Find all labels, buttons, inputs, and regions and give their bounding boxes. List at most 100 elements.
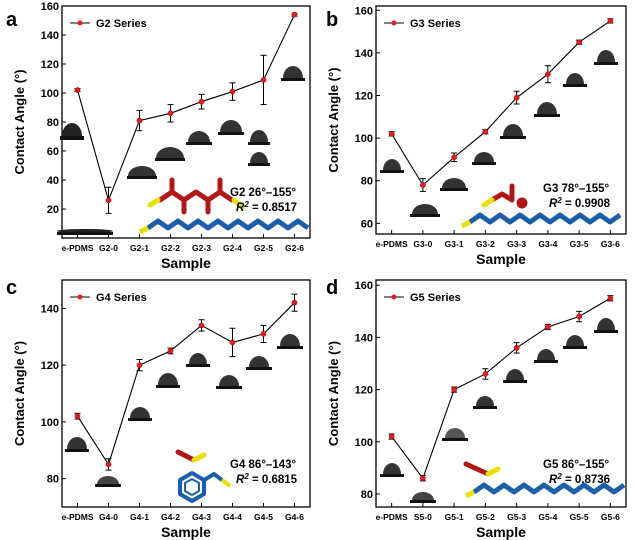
y-axis-label: Contact Angle (°) — [326, 341, 341, 446]
r2-value: = 0.6815 — [249, 474, 298, 486]
legend-marker — [391, 20, 397, 26]
data-point — [198, 98, 205, 105]
y-tick-label: 140 — [41, 303, 59, 315]
r2-value: = 0.9908 — [562, 198, 611, 210]
droplet-image — [442, 428, 468, 441]
droplet-image — [216, 375, 242, 389]
x-tick-label: G2-1 — [130, 243, 149, 253]
droplet-image — [186, 353, 210, 367]
data-point — [136, 117, 143, 124]
x-tick-label: G3-1 — [445, 239, 464, 249]
droplet-image — [500, 124, 526, 139]
series-line — [391, 20, 611, 186]
data-point — [74, 413, 81, 420]
data-point — [291, 11, 298, 18]
decorations — [57, 66, 310, 235]
droplet-image — [127, 166, 157, 179]
droplet-image — [563, 335, 587, 349]
polymer-chain-end-image — [464, 489, 476, 499]
y-tick-label: 120 — [41, 59, 59, 71]
droplet-image — [440, 178, 468, 191]
x-tick-label: G4-6 — [285, 512, 304, 522]
x-tick-label: G4-0 — [99, 512, 118, 522]
x-tick-label: G5-1 — [445, 512, 464, 522]
data-point — [291, 299, 298, 306]
droplet-image — [186, 131, 212, 145]
data-point — [167, 348, 174, 354]
data-point — [576, 39, 582, 46]
series-group — [74, 293, 298, 471]
panel-label-a: a — [6, 9, 18, 31]
droplet-image — [95, 476, 121, 487]
data-point — [451, 154, 457, 161]
series-line — [391, 297, 611, 480]
x-tick-label: G3-4 — [538, 239, 557, 249]
range-annotation: G4 86°–143° — [230, 459, 297, 471]
r2-symbol: R — [549, 474, 558, 486]
polymer-chain-end-image — [460, 219, 472, 229]
series-line — [76, 14, 295, 203]
x-tick-label: G4-1 — [130, 512, 149, 522]
data-point — [388, 433, 395, 440]
molecule-structure-image — [463, 461, 501, 477]
polymer-chain-end-image — [138, 225, 150, 235]
panel-label-d: d — [326, 277, 338, 299]
legend-marker — [77, 294, 83, 300]
droplet-image — [410, 492, 436, 503]
r2-value: = 0.8736 — [562, 474, 610, 486]
decorations — [380, 318, 626, 503]
y-tick-label: 140 — [355, 332, 373, 344]
panel-label-c: c — [6, 277, 17, 299]
y-tick-label: 120 — [355, 385, 373, 397]
x-tick-label: G5-2 — [476, 512, 495, 522]
y-tick-label: 80 — [361, 489, 373, 501]
r2-symbol: R — [236, 474, 245, 486]
data-point — [136, 362, 143, 368]
r-squared-annotation: R2 = 0.9908 — [549, 196, 611, 211]
x-tick-label: G2-6 — [285, 243, 304, 253]
y-tick-label: 80 — [47, 117, 59, 129]
r2-symbol: R — [236, 202, 245, 214]
y-tick-label: 140 — [41, 30, 59, 42]
x-tick-label: G3-5 — [570, 239, 589, 249]
x-tick-label: G4-4 — [223, 512, 242, 522]
x-tick-label: G5-6 — [601, 512, 620, 522]
polymer-chain-image — [472, 482, 626, 495]
x-axis-label: Sample — [476, 524, 526, 540]
droplet-image — [248, 152, 270, 166]
plot-frame — [375, 5, 627, 235]
range-annotation: G5 86°–155° — [543, 459, 610, 471]
droplet-image — [534, 102, 560, 117]
droplet-image — [156, 373, 180, 388]
tick-group: 80 100 120 140 e-PDMS G4-0 G4-1 G4-2 G4-3 G4-4 G4-… — [41, 303, 305, 522]
data-point — [482, 371, 489, 377]
panel-d: d 80 100 120 140 160 e-PDMS S5-0 G5-1 G5-2 G5-3 G5… — [326, 277, 627, 540]
plot-frame — [375, 279, 627, 508]
x-tick-label: e-PDMS — [61, 243, 93, 253]
x-tick-label: e-PDMS — [376, 239, 408, 249]
plot-frame — [61, 279, 311, 508]
data-point — [482, 128, 489, 135]
y-tick-label: 100 — [41, 88, 59, 100]
data-point — [74, 87, 81, 93]
y-tick-label: 120 — [41, 360, 59, 372]
y-tick-label: 100 — [355, 437, 373, 449]
data-point — [420, 475, 426, 482]
x-tick-label: G2-2 — [161, 243, 180, 253]
x-axis-label: Sample — [476, 251, 526, 267]
r-squared-annotation: R2 = 0.8736 — [549, 472, 610, 487]
droplet-image — [277, 334, 303, 349]
r-squared-annotation: R2 = 0.6815 — [236, 472, 298, 487]
x-tick-label: S5-0 — [414, 512, 432, 522]
x-tick-label: G2-5 — [254, 243, 273, 253]
droplet-image — [380, 159, 404, 173]
x-tick-label: e-PDMS — [376, 512, 408, 522]
molecule-structure-image — [175, 449, 207, 463]
data-point — [167, 110, 174, 117]
data-point — [451, 386, 457, 393]
x-tick-label: G4-5 — [254, 512, 273, 522]
droplet-image — [155, 147, 185, 161]
y-tick-label: 80 — [361, 176, 373, 188]
decorations — [380, 50, 622, 229]
